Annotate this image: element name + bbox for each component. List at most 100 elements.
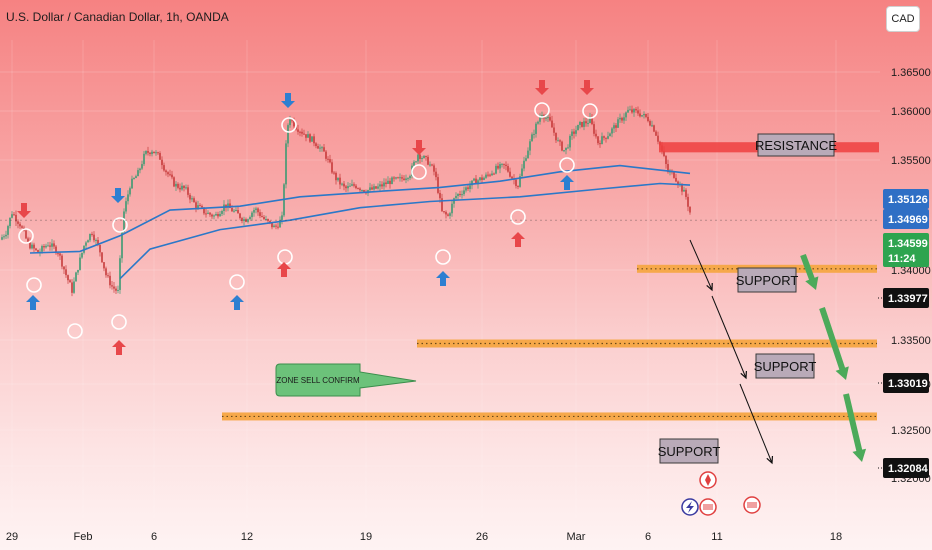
candle [197, 205, 199, 208]
candle [615, 125, 617, 128]
candle [647, 116, 649, 122]
candle [123, 211, 125, 232]
candle [651, 125, 653, 127]
y-tick-label: 1.35500 [891, 155, 931, 167]
candle [505, 164, 507, 167]
candle [129, 188, 131, 195]
candle [621, 117, 623, 121]
candle [339, 177, 341, 185]
candle [281, 215, 283, 220]
candle [57, 253, 59, 255]
candle [333, 172, 335, 174]
projection-arrowhead [766, 455, 774, 465]
candle [663, 150, 665, 157]
candle [263, 216, 265, 220]
candle [185, 187, 187, 189]
candle [585, 121, 587, 124]
candle [237, 210, 239, 214]
candle [493, 173, 495, 175]
price-tag-label: 1.33977 [888, 293, 928, 305]
sell-arrow-icon [580, 80, 594, 95]
candle [35, 248, 37, 251]
candle [131, 178, 133, 189]
candle [545, 117, 547, 119]
price-tag [883, 233, 929, 267]
candle [81, 252, 83, 258]
swing-circle [582, 103, 598, 119]
candle [665, 156, 667, 165]
arrow-icon-blue [111, 188, 125, 203]
candle [161, 159, 163, 166]
x-tick-label: Feb [74, 531, 93, 543]
buy-arrow-icon [230, 295, 244, 310]
candle [31, 244, 33, 249]
candle [63, 266, 65, 270]
candle [449, 213, 451, 216]
candle [33, 244, 35, 249]
candle [425, 155, 427, 157]
candle [289, 119, 291, 126]
moving-average-line [29, 164, 691, 254]
candle [451, 203, 453, 214]
candle [219, 213, 221, 217]
candle [215, 214, 217, 216]
candle [343, 183, 345, 187]
candle [165, 170, 167, 173]
moving-average-line [119, 182, 691, 280]
candle [325, 151, 327, 159]
y-tick-label: 1.36500 [891, 67, 931, 79]
sell-arrow-icon [412, 140, 426, 155]
candle [5, 234, 7, 237]
candle [127, 194, 129, 202]
candle [401, 177, 403, 179]
candle [203, 207, 205, 214]
candle [199, 205, 201, 207]
candle [209, 212, 211, 215]
candle [465, 187, 467, 191]
candle [537, 121, 539, 124]
candle [499, 164, 501, 169]
candle [447, 214, 449, 216]
candle [267, 219, 269, 221]
candle [521, 168, 523, 177]
candle [431, 164, 433, 166]
y-tick-label: 1.32500 [891, 425, 931, 437]
price-tag [883, 209, 929, 229]
candle [361, 190, 363, 192]
candle [377, 186, 379, 189]
projection-arrow [739, 383, 773, 464]
candle [353, 184, 355, 186]
candle [205, 213, 207, 215]
candle [167, 172, 169, 175]
candle [157, 152, 159, 154]
candle [685, 189, 687, 197]
candle [221, 211, 223, 214]
candle [101, 252, 103, 263]
candle [611, 128, 613, 134]
candle [61, 255, 63, 267]
currency-button[interactable]: CAD [886, 6, 920, 32]
candle [163, 165, 165, 171]
candle [549, 117, 551, 121]
candle [43, 246, 45, 248]
swing-circle [411, 164, 427, 180]
candle [379, 184, 381, 187]
candle [249, 217, 251, 220]
candle [473, 178, 475, 181]
candle [355, 185, 357, 189]
candle [147, 151, 149, 153]
candle [273, 225, 275, 228]
candle [329, 159, 331, 163]
candle [103, 262, 105, 269]
price-tag-label: 1.35126 [888, 194, 928, 206]
candle [27, 238, 29, 242]
x-tick-label: 19 [360, 531, 372, 543]
candle [573, 131, 575, 134]
projection-arrowhead [740, 370, 747, 380]
candle [285, 143, 287, 185]
candle [485, 174, 487, 178]
candle [579, 121, 581, 125]
candle [555, 132, 557, 141]
candle [193, 198, 195, 203]
